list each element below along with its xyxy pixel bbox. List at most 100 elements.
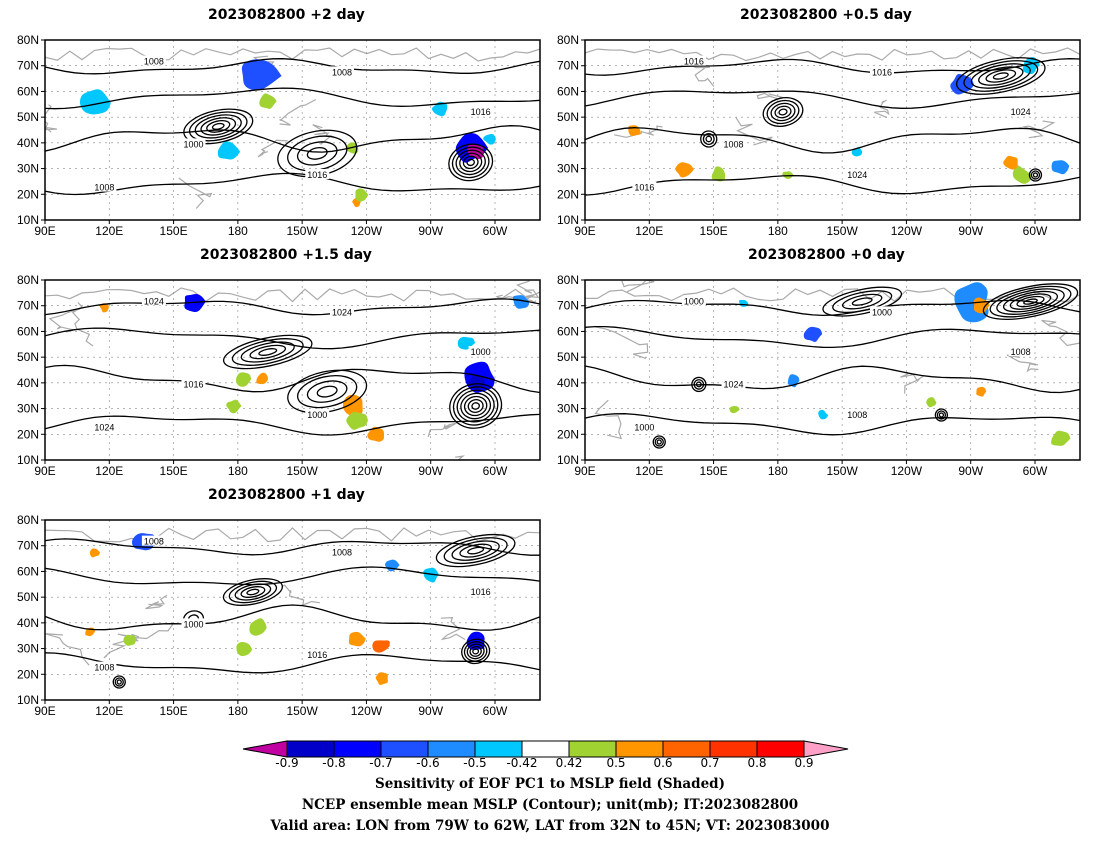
colorbar-tick-label: -0.7	[369, 756, 393, 770]
lat-tick-label: 80N	[17, 513, 39, 527]
isobar-contour	[448, 143, 494, 182]
map-frame	[44, 279, 541, 461]
contour-label: 1008	[332, 67, 352, 77]
isobar-contour	[467, 546, 485, 555]
lat-tick-label: 30N	[557, 162, 579, 176]
map-frame	[584, 39, 1081, 221]
sensitivity-shade	[1051, 160, 1070, 175]
sensitivity-shade	[226, 399, 242, 414]
contour-label: 1008	[144, 57, 164, 67]
lat-tick-label: 10N	[17, 453, 39, 467]
lon-tick-label: 60W	[1023, 224, 1048, 238]
lat-tick-label: 20N	[17, 667, 39, 681]
colorbar-tick-label: 0.6	[653, 756, 673, 770]
sensitivity-shade	[79, 89, 111, 115]
contour-label: 1008	[332, 547, 352, 557]
lat-tick-label: 70N	[557, 299, 579, 313]
lon-tick-label: 180	[768, 224, 788, 238]
sensitivity-shade	[99, 303, 109, 313]
contour-label: 1000	[183, 139, 203, 149]
isobar-contour	[989, 285, 1072, 318]
isobar-contour	[778, 108, 788, 116]
colorbar-swatch	[286, 740, 335, 758]
contour-label: 1000	[471, 347, 491, 357]
isobar-contour	[249, 344, 287, 360]
sensitivity-shade	[217, 141, 241, 160]
lat-tick-label: 50N	[17, 350, 39, 364]
map-panel: 1024 1024 1016 1000 1000 1024 80N 70N 60N 50N 40N 3…	[17, 273, 541, 478]
lat-tick-label: 60N	[17, 84, 39, 98]
map-panel: 1008 1008 1000 1016 1016 1008 80N 70N 60N 50N 40N 3…	[17, 513, 541, 718]
lat-tick-label: 60N	[557, 84, 579, 98]
lon-tick-label: 150W	[286, 704, 318, 718]
isobar-contour	[258, 348, 278, 356]
contour-label: 1008	[94, 183, 114, 193]
isobar-contour	[978, 66, 1024, 86]
isobar-contour	[45, 327, 540, 350]
coastline	[585, 280, 1080, 440]
isobar-contour	[45, 298, 540, 316]
lat-tick-label: 40N	[557, 376, 579, 390]
sensitivity-shade	[348, 631, 366, 647]
lat-tick-label: 50N	[557, 350, 579, 364]
isobar-contour	[656, 439, 662, 445]
contour-label: 1008	[1011, 347, 1031, 357]
map-frame	[584, 279, 1081, 461]
isobar-contour	[462, 155, 479, 170]
isobar-contour	[222, 578, 284, 606]
isobar-contour	[45, 566, 540, 586]
isobar-contour	[296, 141, 338, 166]
lat-tick-label: 30N	[17, 402, 39, 416]
sensitivity-shade	[372, 640, 390, 653]
isobar-contour	[228, 580, 278, 604]
colorbar-swatch	[756, 740, 805, 758]
sensitivity-shade	[1012, 165, 1032, 184]
isobar-contour	[1009, 293, 1052, 310]
lat-tick-label: 10N	[557, 213, 579, 227]
isobar-contour	[982, 283, 1079, 320]
isobar-contour	[851, 297, 873, 306]
isobar-contour	[461, 638, 491, 665]
colorbar-tick-label: 0.9	[794, 756, 814, 770]
lon-tick-label: 60W	[483, 464, 508, 478]
map-frame	[44, 39, 541, 221]
isobar-contour	[471, 402, 480, 410]
contour-label: 1016	[471, 107, 491, 117]
isobar-contour	[45, 652, 540, 674]
colorbar-tick-label: -0.6	[416, 756, 440, 770]
isobar-contour	[287, 369, 368, 414]
isobar-contour	[183, 108, 254, 145]
colorbar-swatch	[380, 740, 429, 758]
isobar-contour	[985, 69, 1017, 83]
colorbar-tick-label: -0.42	[506, 756, 538, 770]
lat-tick-label: 60N	[17, 324, 39, 338]
panel-title: 2023082800 +2 day	[208, 7, 365, 23]
contour-label: 1024	[144, 297, 164, 307]
contour-label: 1016	[471, 587, 491, 597]
lon-tick-label: 150E	[160, 464, 188, 478]
sensitivity-shade	[423, 567, 439, 583]
lon-tick-label: 90E	[574, 464, 595, 478]
sensitivity-shade	[729, 406, 740, 414]
isobar-contour	[206, 119, 231, 133]
isobar-contour	[695, 381, 702, 388]
isobar-contour	[45, 87, 540, 110]
colorbar-tick-label: -0.9	[275, 756, 299, 770]
lon-tick-label: 120E	[635, 464, 663, 478]
colorbar-tick-label: -0.5	[463, 756, 487, 770]
isobar-contour	[240, 341, 295, 363]
contour-label: 1000	[634, 423, 654, 433]
isobar-contour	[1028, 168, 1043, 182]
lon-tick-label: 120W	[891, 224, 923, 238]
contour-label: 1000	[183, 619, 203, 629]
isobar-contour	[45, 538, 540, 556]
isobar-contour	[211, 122, 225, 130]
lat-tick-label: 70N	[17, 299, 39, 313]
isobar-contour	[246, 588, 260, 596]
sensitivity-shade	[346, 411, 368, 430]
lat-tick-label: 40N	[17, 376, 39, 390]
lat-tick-label: 40N	[557, 136, 579, 150]
isobar-contour	[585, 58, 1080, 76]
isobar-contour	[992, 72, 1009, 80]
lon-tick-label: 120W	[351, 224, 383, 238]
